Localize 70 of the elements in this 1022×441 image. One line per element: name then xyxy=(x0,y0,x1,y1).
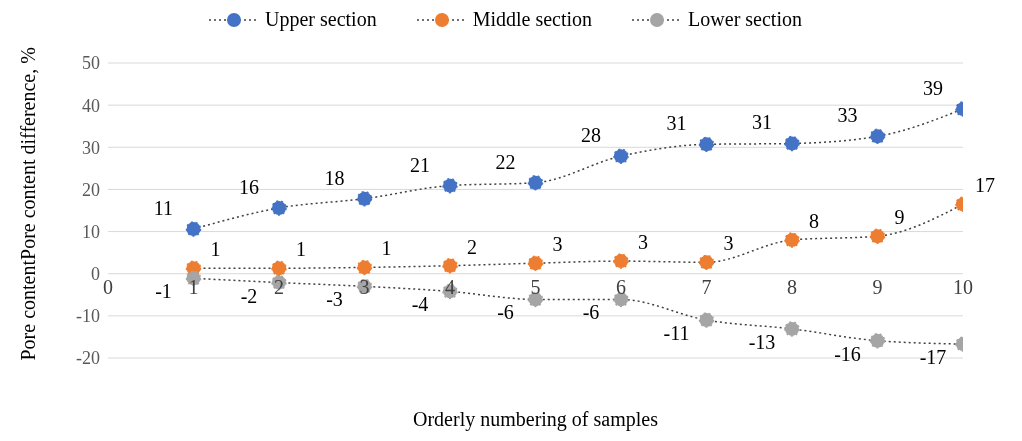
point xyxy=(356,190,373,207)
data-label: 1 xyxy=(296,238,306,261)
data-label: -1 xyxy=(155,280,172,303)
y-tick-label: 10 xyxy=(82,221,100,242)
point xyxy=(698,312,715,328)
data-label: 3 xyxy=(552,233,563,256)
legend-label: Middle section xyxy=(472,8,593,31)
x-tick-label: 5 xyxy=(530,275,541,298)
point xyxy=(271,200,287,216)
data-label: 1 xyxy=(381,237,392,260)
point xyxy=(356,259,373,276)
y-tick-label: 40 xyxy=(82,95,100,116)
data-label: 22 xyxy=(495,150,516,173)
data-label: -6 xyxy=(497,301,514,324)
point xyxy=(698,136,715,153)
x-axis-title: Orderly numbering of samples xyxy=(413,408,659,431)
x-tick-label: 7 xyxy=(701,275,712,298)
point xyxy=(784,232,800,248)
data-label: 3 xyxy=(723,232,734,255)
x-tick-label: 1 xyxy=(188,275,199,298)
y-axis-title: Pore contentPore content difference, % xyxy=(17,47,40,361)
x-tick-label: 3 xyxy=(359,275,370,298)
data-label: -3 xyxy=(326,288,343,311)
data-label: 39 xyxy=(923,76,943,99)
point xyxy=(527,174,544,191)
data-label: 1 xyxy=(210,238,221,261)
data-label: 21 xyxy=(410,153,430,176)
legend-label: Lower section xyxy=(688,8,802,31)
point xyxy=(869,128,886,145)
data-label: -6 xyxy=(582,301,600,324)
data-label: -2 xyxy=(240,284,258,307)
point xyxy=(185,221,202,237)
y-tick-label: 50 xyxy=(82,53,100,74)
legend-label: Upper section xyxy=(265,8,377,31)
point xyxy=(271,260,287,276)
point xyxy=(613,253,629,269)
data-label: -13 xyxy=(748,330,776,353)
data-label: 8 xyxy=(809,210,819,232)
point xyxy=(442,177,458,194)
y-tick-label: -20 xyxy=(76,348,100,369)
data-label: 28 xyxy=(581,124,601,147)
point xyxy=(869,228,886,244)
x-tick-label: 9 xyxy=(872,275,883,298)
data-label: -16 xyxy=(834,342,861,365)
data-label: 9 xyxy=(894,206,905,229)
data-label: -17 xyxy=(919,346,947,369)
data-label: 16 xyxy=(239,175,259,198)
y-tick-label: -10 xyxy=(76,306,100,327)
data-label: 3 xyxy=(638,231,648,254)
x-tick-label: 6 xyxy=(616,275,626,298)
data-label: -4 xyxy=(411,293,429,316)
x-tick-label: 8 xyxy=(787,275,797,298)
point xyxy=(784,321,800,337)
data-label: 31 xyxy=(752,111,772,134)
data-label: 2 xyxy=(467,235,477,258)
data-label: 33 xyxy=(837,104,858,127)
y-tick-label: 30 xyxy=(82,137,100,158)
data-label: 17 xyxy=(975,174,995,197)
y-tick-label: 20 xyxy=(82,179,100,200)
data-label: -11 xyxy=(663,322,690,345)
point xyxy=(527,255,544,271)
point xyxy=(784,135,800,152)
point xyxy=(698,254,715,271)
point xyxy=(869,332,886,349)
x-tick-label: 10 xyxy=(953,275,973,298)
data-label: 18 xyxy=(324,166,345,189)
data-label: 31 xyxy=(666,112,687,135)
data-label: 11 xyxy=(153,197,174,220)
point xyxy=(613,148,629,164)
point xyxy=(442,257,458,274)
